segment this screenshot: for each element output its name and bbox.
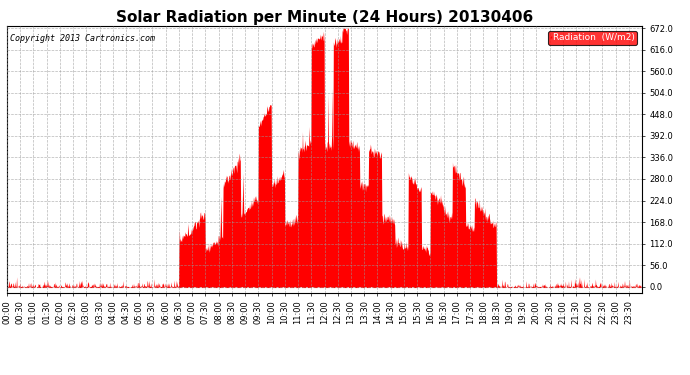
Text: Copyright 2013 Cartronics.com: Copyright 2013 Cartronics.com	[10, 34, 155, 43]
Legend: Radiation  (W/m2): Radiation (W/m2)	[548, 31, 637, 45]
Title: Solar Radiation per Minute (24 Hours) 20130406: Solar Radiation per Minute (24 Hours) 20…	[116, 10, 533, 25]
